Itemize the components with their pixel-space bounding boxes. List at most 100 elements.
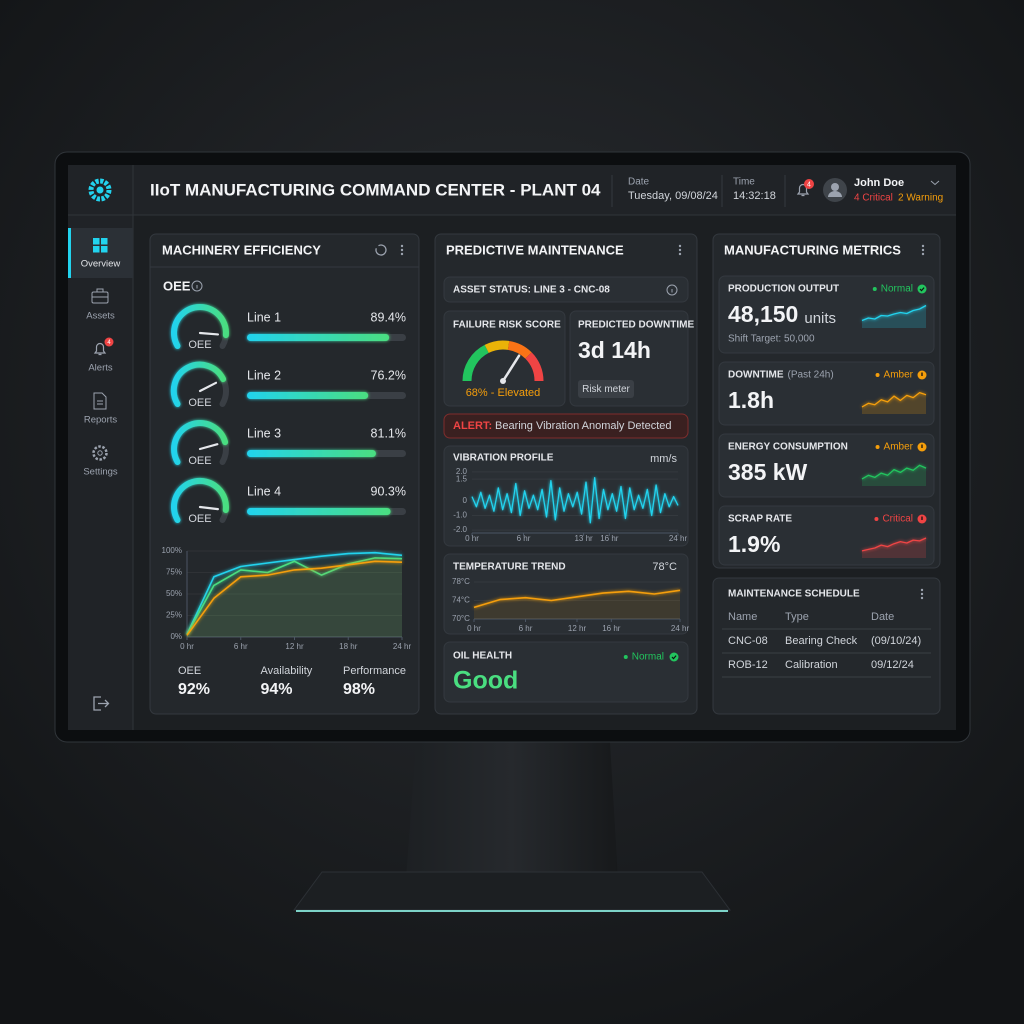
status-dot — [874, 517, 879, 521]
temperature-line — [473, 589, 681, 609]
x-tick-label: 6 hr — [517, 534, 531, 543]
y-tick-label: 70°C — [452, 614, 470, 623]
card-title: ENERGY CONSUMPTION — [728, 442, 848, 453]
logout-icon[interactable] — [93, 696, 110, 711]
more-menu[interactable] — [921, 244, 925, 256]
nav-icon — [97, 450, 103, 456]
metric-status: Critical — [882, 514, 913, 525]
warning-count: 2 Warning — [898, 193, 943, 204]
oil-value: Good — [453, 667, 518, 695]
metric-value: 48,150 — [728, 301, 798, 327]
legend-label: OEE — [178, 665, 201, 677]
line-value: 81.1% — [371, 426, 406, 440]
nav-icon — [101, 238, 108, 245]
monitor-neck — [406, 742, 618, 880]
sparkline — [861, 304, 927, 322]
table-cell: (09/10/24) — [871, 635, 921, 647]
user-menu[interactable] — [823, 178, 847, 202]
nav-item[interactable]: 4 Alerts — [88, 337, 114, 374]
card-title: PREDICTED DOWNTIME — [578, 320, 694, 331]
sparkline — [861, 537, 927, 552]
metric-unit: units — [804, 310, 836, 327]
gauge-needle — [198, 331, 220, 336]
metric-value: 1.8h — [728, 387, 774, 413]
gauge-value — [171, 477, 229, 523]
nav-active-bar — [68, 228, 71, 278]
x-tick-label: 12 hr — [568, 624, 587, 633]
nav-icon — [92, 445, 108, 461]
x-tick-label: 0 hr — [467, 624, 481, 633]
badge-count: 4 — [807, 181, 811, 188]
logo — [88, 178, 112, 202]
nav-label: Settings — [83, 467, 118, 478]
bell-icon — [796, 183, 810, 197]
vibration-line — [471, 477, 679, 524]
y-tick-label: -1.0 — [453, 511, 467, 520]
x-tick-label: 0 hr — [465, 534, 479, 543]
nav-item[interactable]: Assets — [86, 288, 115, 322]
status-dot — [623, 655, 628, 659]
user-name: John Doe — [854, 177, 904, 189]
nav-label: Overview — [81, 259, 121, 270]
y-tick-label: 50% — [166, 589, 182, 598]
y-tick-label: 100% — [162, 546, 182, 555]
nav-item[interactable]: Reports — [84, 392, 118, 426]
gauge-value — [171, 420, 229, 465]
current-temp: 78°C — [652, 561, 677, 573]
metric-card — [718, 361, 935, 426]
nav-icon — [93, 392, 107, 410]
y-tick-label: 25% — [166, 611, 182, 620]
x-tick-label: 16 hr — [602, 624, 621, 633]
card — [443, 445, 689, 547]
card — [443, 553, 689, 635]
card-title: FAILURE RISK SCORE — [453, 320, 561, 331]
button — [578, 380, 634, 398]
refresh-button[interactable] — [375, 244, 387, 256]
nav-label: Reports — [84, 415, 118, 426]
panel-title: MAINTENANCE SCHEDULE — [728, 589, 860, 600]
line-name: Line 3 — [247, 426, 281, 440]
nav-icon — [93, 246, 100, 253]
more-menu[interactable] — [678, 244, 682, 256]
progress-bar — [247, 450, 376, 457]
risk-needle — [501, 354, 521, 383]
panel-title: MANUFACTURING METRICS — [724, 242, 901, 257]
gauge-needle — [198, 443, 219, 451]
series-line — [186, 557, 403, 635]
status-dot — [872, 287, 877, 291]
nav-icon — [93, 238, 100, 245]
metric-card — [718, 505, 935, 566]
gauge-needle — [198, 505, 219, 511]
more-menu[interactable] — [920, 588, 924, 600]
card-title: PRODUCTION OUTPUT — [728, 284, 839, 295]
chevron[interactable] — [930, 180, 940, 186]
notifications-button[interactable] — [796, 179, 814, 197]
time: 14:32:18 — [733, 190, 776, 202]
status-icon — [669, 652, 679, 662]
gauge-segment — [462, 344, 489, 382]
alert-message: Bearing Vibration Anomaly Detected — [495, 420, 672, 432]
y-tick-label: 78°C — [452, 577, 470, 586]
card-title: DOWNTIME — [728, 370, 784, 381]
legend-label: Performance — [343, 665, 406, 677]
series-line — [186, 551, 403, 635]
menu-dot — [921, 252, 925, 256]
panel-title: MACHINERY EFFICIENCY — [162, 242, 321, 257]
y-tick-label: 2.0 — [456, 467, 468, 476]
status-dot — [875, 373, 880, 377]
table-cell: Bearing Check — [785, 635, 858, 647]
avatar-body — [828, 191, 842, 197]
gauge-segment — [507, 340, 532, 359]
x-tick-label: 16 hr — [600, 534, 619, 543]
risk-meter-button[interactable]: Risk meter — [578, 380, 634, 398]
table-cell: 09/12/24 — [871, 659, 914, 671]
more-menu[interactable] — [400, 244, 404, 256]
nav-item[interactable]: Overview — [81, 238, 121, 270]
nav-icon — [92, 288, 108, 298]
status-glyph — [919, 287, 925, 292]
time-label: Time — [733, 177, 755, 188]
series-line — [186, 560, 403, 636]
date: Tuesday, 09/08/24 — [628, 190, 718, 202]
nav-item[interactable]: Settings — [83, 445, 118, 478]
temperature-line-area — [474, 590, 680, 619]
